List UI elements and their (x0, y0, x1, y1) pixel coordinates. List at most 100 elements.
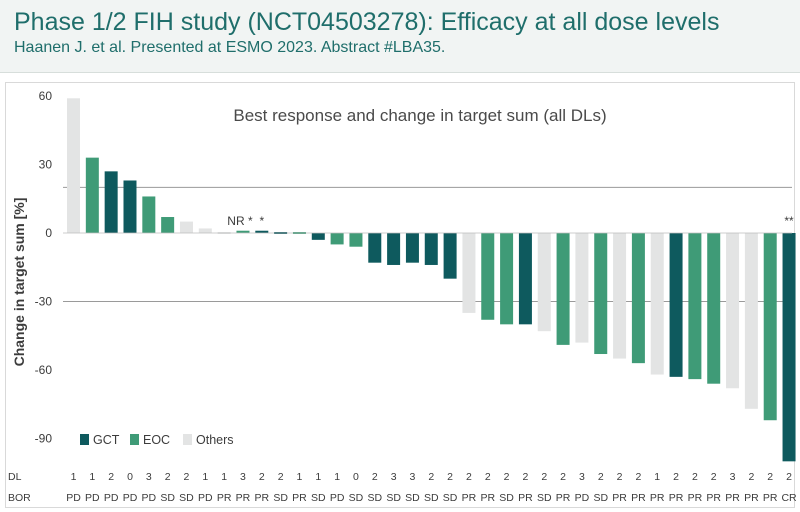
bar-25 (537, 233, 551, 332)
bar-6 (179, 221, 193, 233)
bar-16 (368, 233, 382, 263)
dl-label-2: 2 (108, 471, 114, 483)
bar-37 (763, 233, 777, 421)
bor-row-header: BOR (8, 492, 31, 504)
bor-label-17: SD (386, 492, 401, 504)
bar-18 (405, 233, 419, 263)
bor-label-30: PR (631, 492, 646, 504)
bar-24 (518, 233, 532, 325)
bar-4 (142, 196, 156, 233)
dl-label-7: 1 (202, 471, 208, 483)
bar-38 (782, 233, 796, 462)
dl-label-31: 1 (654, 471, 660, 483)
dl-label-34: 2 (711, 471, 717, 483)
bor-label-16: SD (367, 492, 382, 504)
dl-label-9: 3 (240, 471, 246, 483)
y-tick-label-30: 30 (39, 158, 53, 172)
dl-label-22: 2 (485, 471, 491, 483)
bar-9 (236, 230, 250, 233)
dl-label-26: 2 (560, 471, 566, 483)
y-tick-label-60: 60 (39, 89, 53, 103)
bor-label-28: SD (593, 492, 608, 504)
bar-19 (424, 233, 438, 265)
bor-label-3: PD (123, 492, 138, 504)
bor-label-4: PD (142, 492, 157, 504)
dl-label-33: 2 (692, 471, 698, 483)
y-tick-label--30: -30 (35, 295, 53, 309)
legend-swatch-2 (183, 434, 192, 445)
dl-label-27: 3 (579, 471, 585, 483)
dl-label-21: 2 (466, 471, 472, 483)
dl-label-3: 0 (127, 471, 133, 483)
bar-31 (650, 233, 664, 375)
bor-label-37: PR (763, 492, 778, 504)
dl-label-30: 2 (635, 471, 641, 483)
bor-label-22: PR (480, 492, 495, 504)
dl-label-36: 2 (748, 471, 754, 483)
dl-label-18: 3 (410, 471, 416, 483)
bar-34 (707, 233, 721, 384)
bar-15 (349, 233, 363, 247)
y-tick-label-0: 0 (45, 226, 52, 240)
bar-35 (726, 233, 740, 389)
bor-label-6: SD (179, 492, 194, 504)
slide-header: Phase 1/2 FIH study (NCT04503278): Effic… (0, 0, 800, 73)
bar-26 (556, 233, 570, 345)
y-tick-label--90: -90 (35, 432, 53, 446)
dl-label-0: 1 (71, 471, 77, 483)
dl-label-35: 3 (730, 471, 736, 483)
legend-swatch-1 (130, 434, 139, 445)
y-axis-label: Change in target sum [%] (11, 198, 27, 367)
dl-label-15: 0 (353, 471, 359, 483)
bar-20 (443, 233, 457, 279)
bor-label-2: PD (104, 492, 119, 504)
dl-label-16: 2 (372, 471, 378, 483)
dl-label-5: 2 (165, 471, 171, 483)
bor-label-1: PD (85, 492, 100, 504)
annotation-2: ** (784, 214, 794, 228)
dl-label-4: 3 (146, 471, 152, 483)
dl-label-24: 2 (522, 471, 528, 483)
bor-label-21: PR (462, 492, 477, 504)
bar-14 (330, 233, 344, 245)
bar-2 (104, 171, 118, 233)
bar-36 (744, 233, 758, 409)
annotation-1: * (259, 214, 264, 228)
bor-label-15: SD (349, 492, 364, 504)
legend-label-2: Others (196, 433, 234, 447)
bor-label-0: PD (66, 492, 81, 504)
bor-label-18: SD (405, 492, 420, 504)
bor-label-27: PD (575, 492, 590, 504)
dl-label-8: 1 (221, 471, 227, 483)
bor-label-7: PD (198, 492, 213, 504)
bor-label-10: PR (255, 492, 270, 504)
dl-label-38: 2 (786, 471, 792, 483)
dl-label-28: 2 (598, 471, 604, 483)
bor-label-5: SD (160, 492, 175, 504)
dl-label-32: 2 (673, 471, 679, 483)
bor-label-35: PR (725, 492, 740, 504)
bar-17 (387, 233, 401, 265)
bor-label-9: PR (236, 492, 251, 504)
bor-label-20: SD (443, 492, 458, 504)
bor-label-23: SD (499, 492, 514, 504)
bar-3 (123, 180, 137, 233)
bor-label-38: CR (781, 492, 797, 504)
dl-label-19: 2 (428, 471, 434, 483)
bar-30 (631, 233, 645, 364)
dl-label-25: 2 (541, 471, 547, 483)
bor-label-8: PR (217, 492, 232, 504)
dl-label-11: 2 (278, 471, 284, 483)
dl-label-20: 2 (447, 471, 453, 483)
bor-label-12: PR (292, 492, 307, 504)
bor-label-36: PR (744, 492, 759, 504)
bar-10 (255, 230, 269, 233)
bar-32 (669, 233, 683, 377)
bor-label-34: PR (706, 492, 721, 504)
bar-29 (613, 233, 627, 359)
slide-subtitle: Haanen J. et al. Presented at ESMO 2023.… (14, 39, 446, 56)
dl-label-13: 1 (315, 471, 321, 483)
dl-label-17: 3 (391, 471, 397, 483)
y-tick-label--60: -60 (35, 363, 53, 377)
bor-label-19: SD (424, 492, 439, 504)
